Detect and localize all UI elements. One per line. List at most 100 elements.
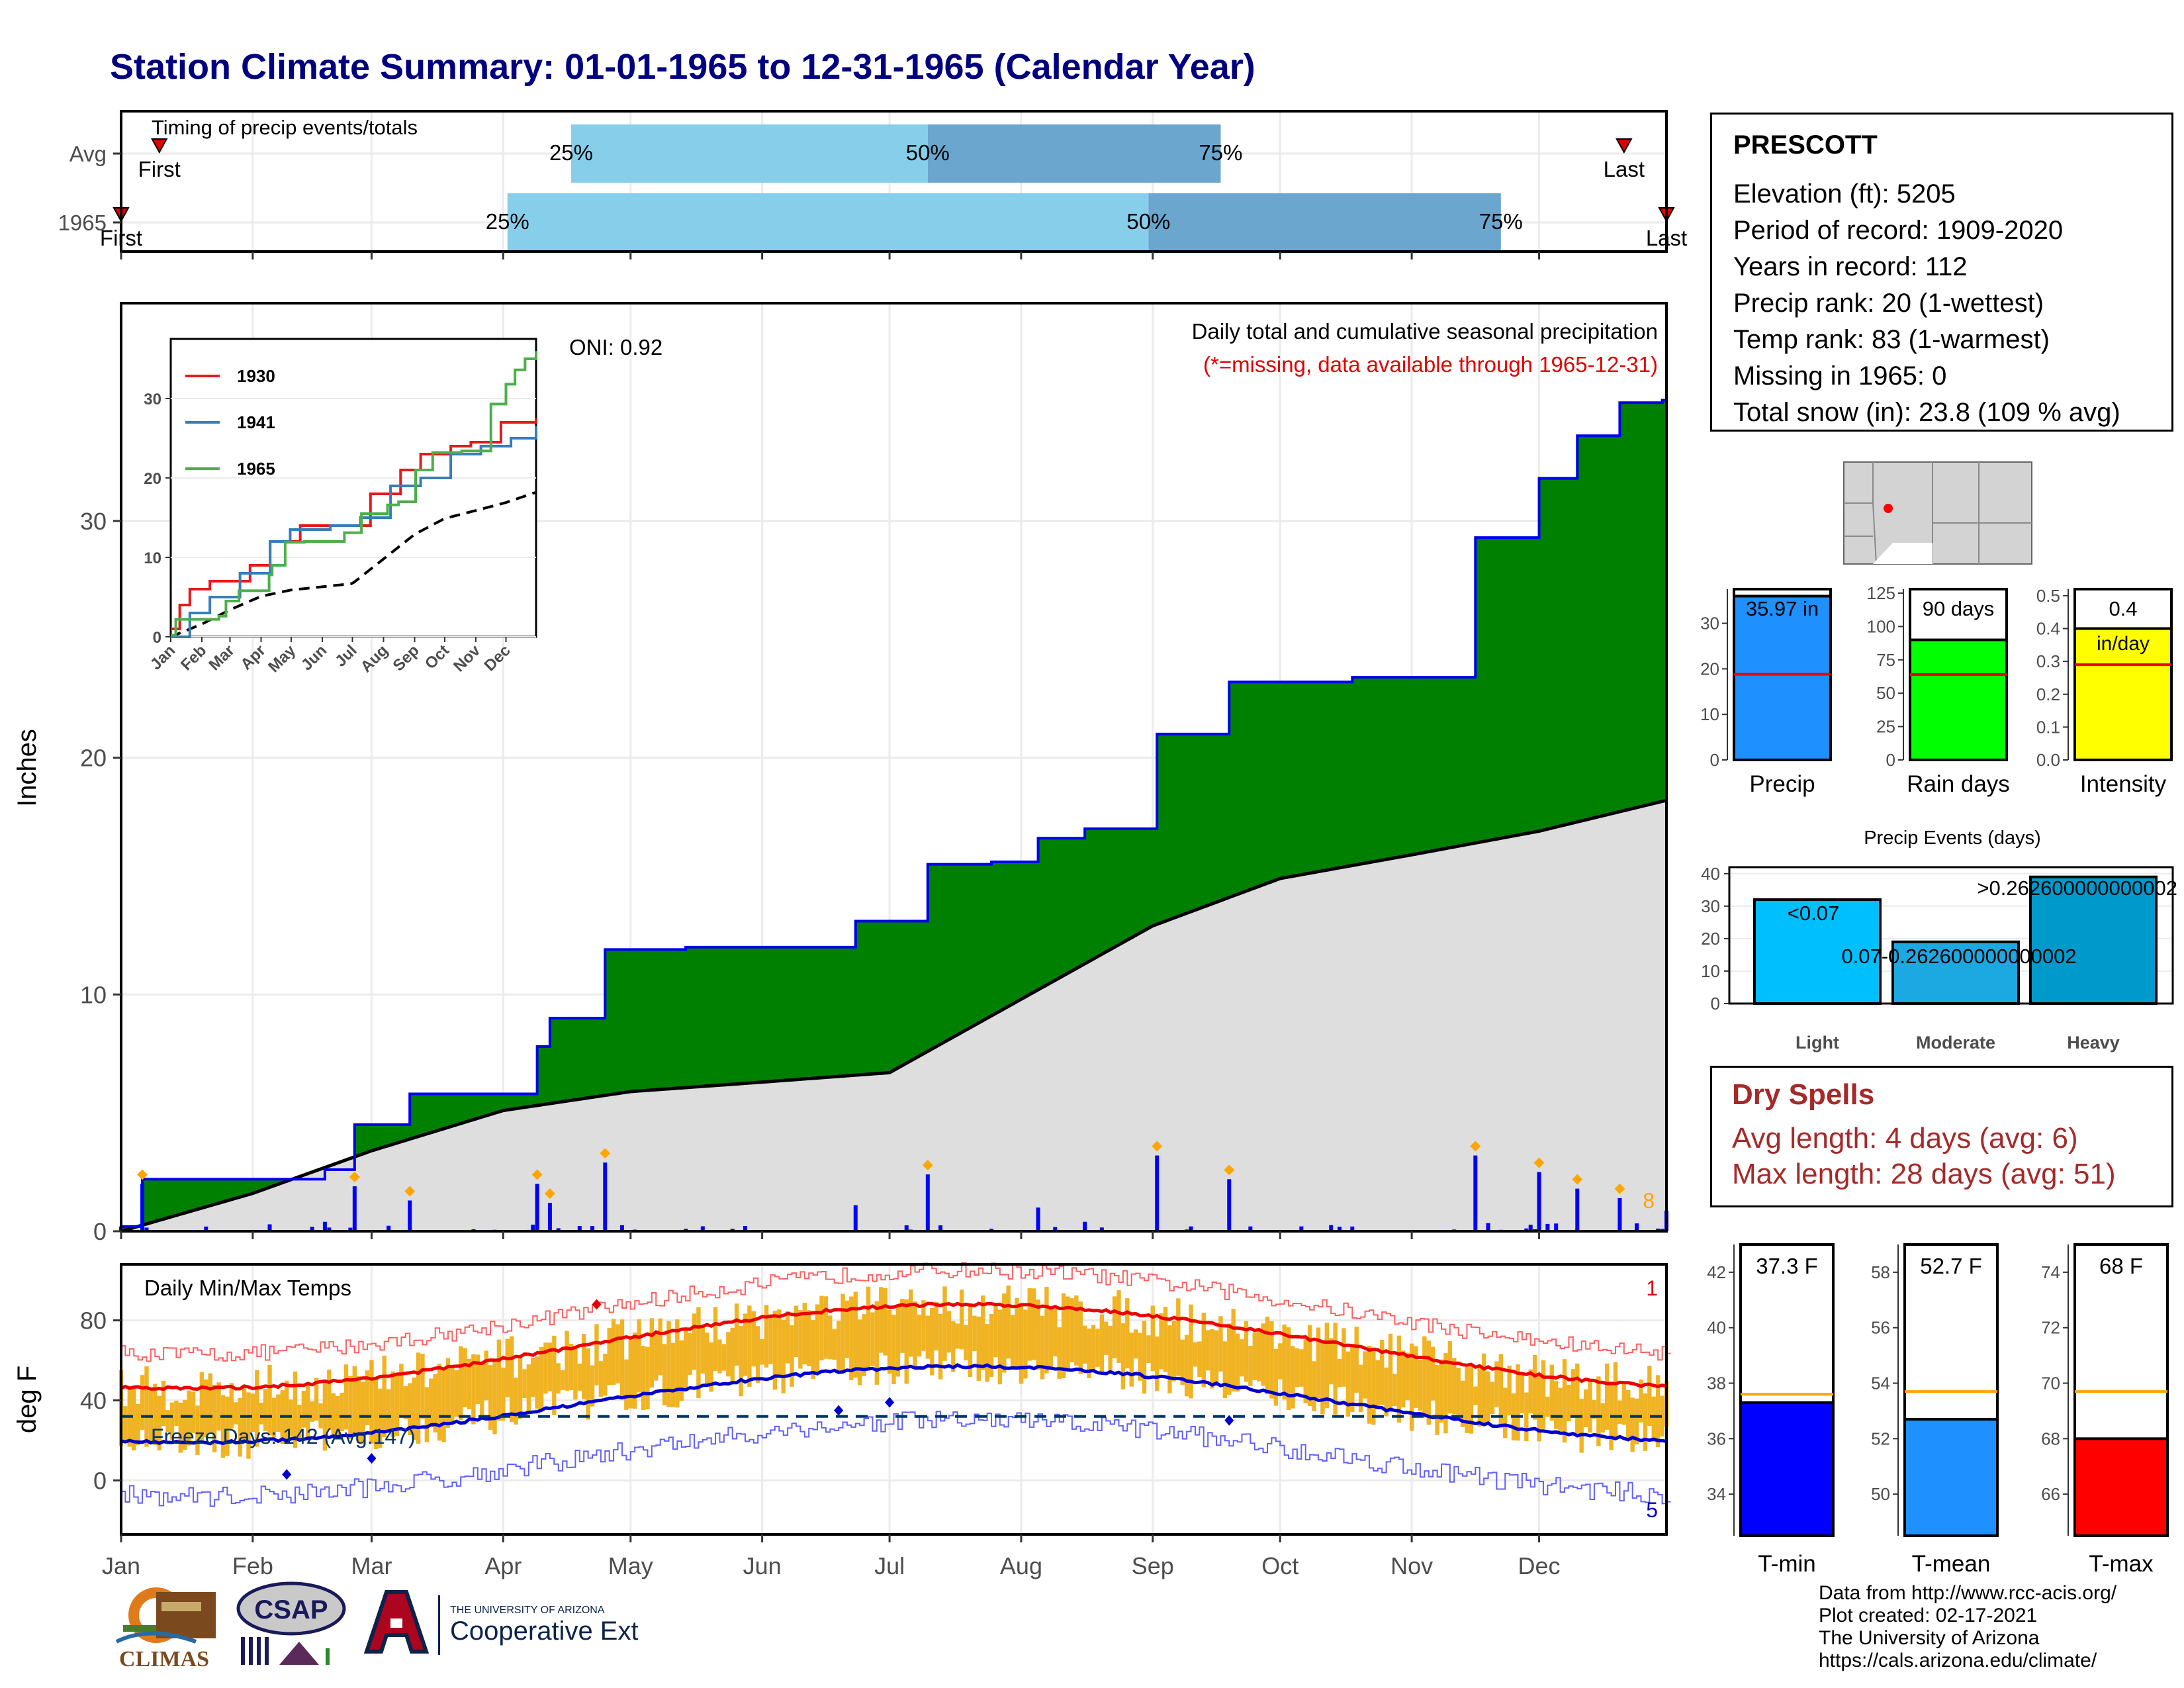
daily-temp-bar xyxy=(649,1318,655,1388)
daily-temp-bar xyxy=(178,1402,183,1453)
temp-bar-ytick-label: 56 xyxy=(1871,1318,1890,1338)
daily-temp-bar xyxy=(976,1316,981,1382)
extreme-precip-marker xyxy=(137,1169,148,1180)
cumulative-1965-line xyxy=(121,379,1668,1228)
daily-temp-bar xyxy=(348,1376,353,1439)
daily-temp-bar xyxy=(853,1291,858,1378)
daily-precip-bar xyxy=(1053,1227,1058,1231)
temp-bar-ytick-label: 72 xyxy=(2041,1318,2060,1338)
daily-temp-bar xyxy=(1082,1325,1087,1364)
station-elevation: Elevation (ft): 5205 xyxy=(1733,179,1956,209)
daily-temp-bar xyxy=(921,1300,926,1351)
daily-temp-bar xyxy=(1163,1307,1168,1372)
daily-temp-bar xyxy=(895,1305,901,1377)
temp-bar-ytick-label: 74 xyxy=(2041,1262,2060,1282)
daily-temp-bar xyxy=(1443,1353,1448,1434)
daily-temp-bar xyxy=(841,1293,845,1371)
inset-year-line xyxy=(171,351,537,637)
daily-temp-bar xyxy=(1634,1398,1639,1444)
daily-temp-bar xyxy=(1273,1348,1279,1406)
daily-temp-bar xyxy=(505,1338,510,1398)
daily-temp-bar xyxy=(1299,1349,1304,1387)
daily-precip-bar xyxy=(590,1227,595,1231)
daily-temp-bar xyxy=(1337,1358,1342,1387)
daily-temp-bar xyxy=(1133,1329,1138,1359)
daily-temp-bar xyxy=(1108,1325,1113,1374)
daily-temp-bar xyxy=(1091,1325,1096,1372)
daily-temp-bar xyxy=(654,1331,659,1381)
daily-temp-bar xyxy=(615,1324,620,1383)
daily-temp-bar xyxy=(526,1364,531,1413)
daily-temp-bar xyxy=(1452,1358,1457,1415)
daily-temp-bar xyxy=(1477,1366,1482,1427)
inset-ytick-label: 20 xyxy=(144,470,161,488)
daily-temp-bar xyxy=(1604,1363,1610,1430)
timing-panel-border xyxy=(120,110,1668,253)
temp-bar-value-label: 68 F xyxy=(2099,1254,2143,1278)
daily-precip-bar xyxy=(387,1225,391,1231)
daily-temp-bar xyxy=(1006,1285,1011,1359)
timing-bar-q50-q75 xyxy=(927,124,1221,183)
events-frame xyxy=(1728,866,2174,1005)
daily-temp-bar xyxy=(1481,1353,1486,1423)
page-title: Station Climate Summary: 01-01-1965 to 1… xyxy=(110,47,1255,87)
daily-temp-bar xyxy=(378,1388,383,1448)
mini-ytick-label: 30 xyxy=(1700,614,1719,633)
month-label: Oct xyxy=(1261,1552,1298,1579)
temp-bar-ytick-label: 34 xyxy=(1707,1484,1726,1504)
temp-bar-ytick-label: 40 xyxy=(1707,1318,1726,1338)
daily-temp-bar xyxy=(208,1373,212,1432)
daily-temp-bar xyxy=(815,1304,820,1373)
daily-temp-bar xyxy=(1570,1369,1576,1419)
daily-temp-bar xyxy=(560,1370,565,1390)
station-precip-rank: Precip rank: 20 (1-wettest) xyxy=(1733,289,2044,318)
daily-temp-bar xyxy=(343,1364,349,1430)
daily-temp-bar xyxy=(136,1403,140,1446)
daily-temp-bar xyxy=(140,1375,145,1430)
daily-temp-bar xyxy=(705,1333,709,1387)
daily-temp-bar xyxy=(1167,1325,1172,1393)
temp-panel: Daily Min/Max Temps Freeze Days: 142 (Avg… xyxy=(118,1262,1671,1536)
daily-temp-bar xyxy=(1345,1351,1351,1417)
daily-temp-bar xyxy=(1201,1313,1206,1387)
daily-temp-bar xyxy=(849,1296,854,1380)
daily-temp-bar xyxy=(382,1356,387,1438)
extreme-precip-marker xyxy=(1224,1164,1235,1176)
timing-row-label: 1965 xyxy=(58,211,107,235)
daily-temp-bar xyxy=(1057,1327,1062,1380)
daily-temp-bar xyxy=(310,1401,314,1422)
daily-precip-bar xyxy=(1329,1225,1334,1231)
mini-value-label: 0.4 xyxy=(2109,597,2137,620)
daily-temp-bar xyxy=(586,1348,590,1420)
daily-temp-bar xyxy=(1655,1375,1661,1448)
daily-temp-bar xyxy=(603,1353,608,1396)
daily-temp-bar xyxy=(1138,1333,1142,1381)
events-label-heavy: >0.262600000000002 xyxy=(1977,876,2177,900)
temp-bar-value xyxy=(1903,1418,1999,1537)
daily-temp-bar xyxy=(624,1359,629,1410)
daily-temp-bar xyxy=(844,1300,850,1358)
daily-temp-bar xyxy=(1524,1392,1529,1442)
mini-value-bar xyxy=(2073,627,2173,761)
daily-temp-bar xyxy=(1647,1366,1652,1427)
record-min-count: 5 xyxy=(1646,1498,1658,1522)
daily-temp-bar xyxy=(246,1392,251,1459)
month-label: Jun xyxy=(743,1552,782,1579)
daily-temp-bar xyxy=(365,1370,370,1425)
daily-temp-bar xyxy=(908,1289,913,1357)
daily-temp-bar xyxy=(1439,1359,1444,1423)
daily-temp-bar xyxy=(717,1339,722,1374)
daily-temp-bar xyxy=(471,1354,476,1425)
daily-temp-bar xyxy=(153,1383,158,1446)
daily-temp-bar xyxy=(1180,1339,1185,1385)
daily-precip-bar xyxy=(1099,1227,1104,1231)
daily-temp-bar xyxy=(1414,1346,1418,1408)
daily-temp-bar xyxy=(1231,1309,1236,1392)
daily-temp-bar xyxy=(234,1402,238,1425)
daily-temp-bar xyxy=(1532,1354,1537,1420)
daily-temp-bar xyxy=(212,1384,217,1452)
daily-temp-bar xyxy=(1235,1333,1240,1392)
daily-temp-bar xyxy=(556,1363,561,1394)
daily-temp-bar xyxy=(259,1402,263,1425)
